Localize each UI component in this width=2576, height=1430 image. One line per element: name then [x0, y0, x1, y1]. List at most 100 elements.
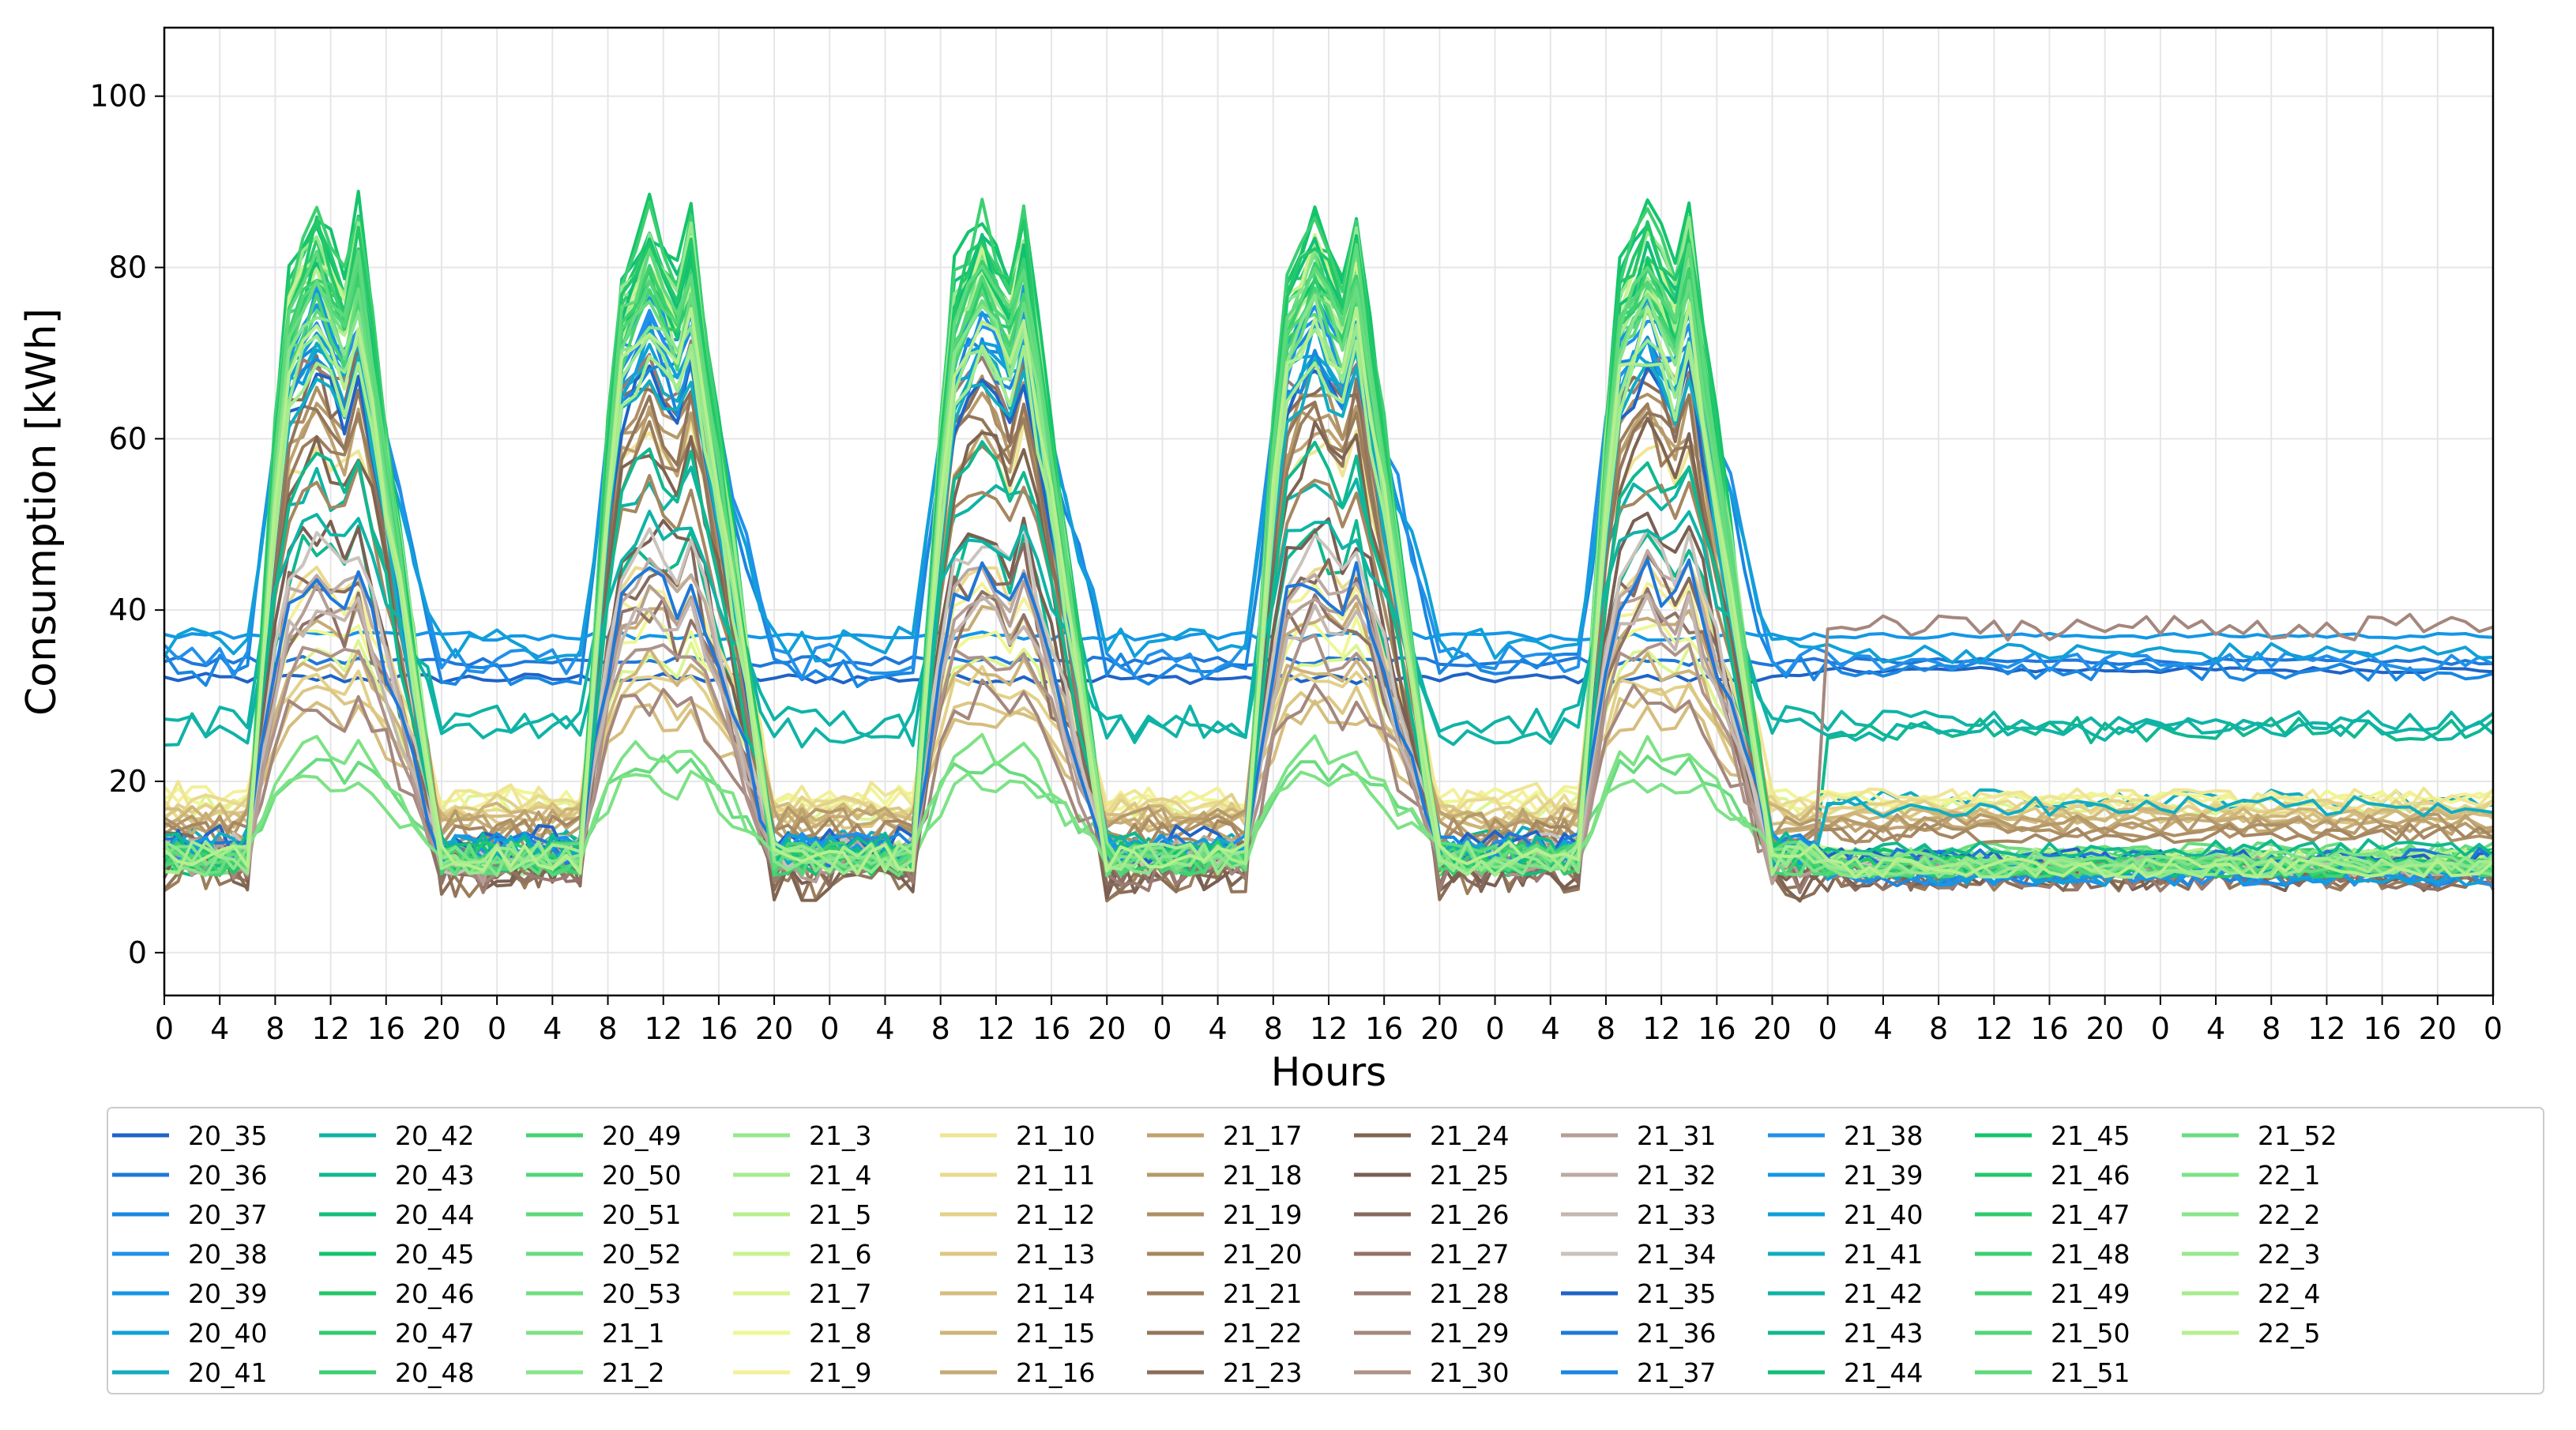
- series-line-20_40: [163, 343, 2494, 665]
- legend-label: 21_47: [2051, 1199, 2130, 1230]
- legend-label: 21_28: [1430, 1278, 1509, 1309]
- legend-label: 21_43: [1844, 1318, 1923, 1349]
- legend-label: 21_50: [2051, 1318, 2130, 1349]
- x-tick-label: 16: [1032, 1011, 1070, 1046]
- legend-label: 21_42: [1844, 1278, 1923, 1309]
- x-tick-label: 16: [367, 1011, 405, 1046]
- legend-label: 21_27: [1430, 1239, 1509, 1270]
- legend-label: 20_49: [602, 1120, 681, 1151]
- x-tick-label: 12: [2307, 1011, 2345, 1046]
- legend-label: 21_25: [1430, 1160, 1509, 1191]
- legend-label: 21_22: [1223, 1318, 1302, 1349]
- series-line-21_43: [164, 440, 2495, 869]
- legend-label: 21_29: [1430, 1318, 1509, 1349]
- legend-label: 21_12: [1016, 1199, 1095, 1230]
- legend-label: 21_4: [809, 1160, 872, 1191]
- series-line-21_20: [163, 463, 2495, 851]
- legend-label: 21_3: [809, 1120, 872, 1151]
- legend-label: 22_5: [2258, 1318, 2321, 1349]
- legend-label: 21_19: [1223, 1199, 1302, 1230]
- legend-label: 22_4: [2258, 1278, 2321, 1309]
- y-axis: 0 20 40 60 80 100: [89, 79, 164, 970]
- legend-label: 21_11: [1016, 1160, 1095, 1191]
- legend-label: 21_49: [2051, 1278, 2130, 1309]
- legend-label: 21_16: [1016, 1357, 1095, 1388]
- legend-label: 21_36: [1637, 1318, 1716, 1349]
- series-line-21_14: [164, 699, 2494, 830]
- x-tick-label: 16: [700, 1011, 738, 1046]
- legend-label: 20_48: [395, 1357, 474, 1388]
- x-tick-label: 0: [1485, 1011, 1504, 1046]
- x-tick-label: 12: [311, 1011, 349, 1046]
- legend-label: 21_1: [602, 1318, 665, 1349]
- legend-label: 21_46: [2051, 1160, 2130, 1191]
- x-tick-label: 0: [2484, 1011, 2503, 1046]
- x-tick-label: 0: [2151, 1011, 2170, 1046]
- legend-label: 20_41: [188, 1357, 267, 1388]
- x-tick-label: 8: [265, 1011, 284, 1046]
- series-line-21_42: [164, 510, 2495, 749]
- x-tick-label: 20: [755, 1011, 793, 1046]
- legend-label: 20_35: [188, 1120, 267, 1151]
- x-tick-label: 20: [2419, 1011, 2457, 1046]
- x-tick-label: 8: [2262, 1011, 2281, 1046]
- x-tick-label: 12: [645, 1011, 683, 1046]
- legend-label: 21_13: [1016, 1239, 1095, 1270]
- x-tick-label: 8: [931, 1011, 950, 1046]
- legend-label: 21_48: [2051, 1239, 2130, 1270]
- legend-label: 20_44: [395, 1199, 474, 1230]
- x-tick-label: 0: [155, 1011, 174, 1046]
- legend-label: 21_51: [2051, 1357, 2130, 1388]
- legend-label: 21_26: [1430, 1199, 1509, 1230]
- legend-label: 20_47: [395, 1318, 474, 1349]
- legend-label: 22_2: [2258, 1199, 2321, 1230]
- series-line-20_39: [164, 630, 2494, 642]
- x-tick-label: 8: [598, 1011, 617, 1046]
- x-tick-label: 0: [1818, 1011, 1837, 1046]
- legend-label: 21_34: [1637, 1239, 1716, 1270]
- x-tick-label: 12: [1642, 1011, 1680, 1046]
- series-line-21_15: [163, 647, 2494, 830]
- series-line-22_1: [164, 732, 2495, 873]
- series-line-21_44: [163, 232, 2494, 879]
- legend-label: 21_35: [1637, 1278, 1716, 1309]
- legend-label: 21_41: [1844, 1239, 1923, 1270]
- legend-label: 21_31: [1637, 1120, 1716, 1151]
- x-axis-label: Hours: [1271, 1049, 1386, 1095]
- x-tick-label: 4: [2206, 1011, 2225, 1046]
- x-tick-label: 8: [1929, 1011, 1948, 1046]
- x-tick-label: 20: [2085, 1011, 2123, 1046]
- x-tick-label: 12: [1975, 1011, 2013, 1046]
- x-tick-label: 8: [1264, 1011, 1283, 1046]
- x-tick-label: 4: [210, 1011, 229, 1046]
- legend-label: 20_52: [602, 1239, 681, 1270]
- legend: [107, 1107, 2544, 1394]
- series-line-22_4: [164, 339, 2494, 879]
- x-tick-label: 4: [1541, 1011, 1560, 1046]
- x-tick-label: 16: [1365, 1011, 1403, 1046]
- legend-label: 21_5: [809, 1199, 872, 1230]
- legend-label: 20_37: [188, 1199, 267, 1230]
- legend-label: 21_15: [1016, 1318, 1095, 1349]
- x-tick-label: 0: [820, 1011, 839, 1046]
- legend-label: 21_24: [1430, 1120, 1509, 1151]
- legend-label: 20_36: [188, 1160, 267, 1191]
- legend-label: 21_10: [1016, 1120, 1095, 1151]
- x-tick-label: 4: [1209, 1011, 1228, 1046]
- legend-label: 20_38: [188, 1239, 267, 1270]
- x-tick-label: 20: [1088, 1011, 1126, 1046]
- series-line-20_42: [164, 464, 2495, 740]
- legend-label: 20_42: [395, 1120, 474, 1151]
- y-tick-label: 0: [128, 935, 147, 970]
- series-line-21_39: [164, 284, 2494, 887]
- legend-label: 20_43: [395, 1160, 474, 1191]
- legend-label: 20_45: [395, 1239, 474, 1270]
- series-line-21_35: [163, 356, 2494, 871]
- legend-label: 21_6: [809, 1239, 872, 1270]
- legend-label: 21_14: [1016, 1278, 1095, 1309]
- y-tick-label: 20: [109, 764, 147, 799]
- series-line-22_5: [163, 301, 2495, 879]
- x-tick-label: 4: [875, 1011, 894, 1046]
